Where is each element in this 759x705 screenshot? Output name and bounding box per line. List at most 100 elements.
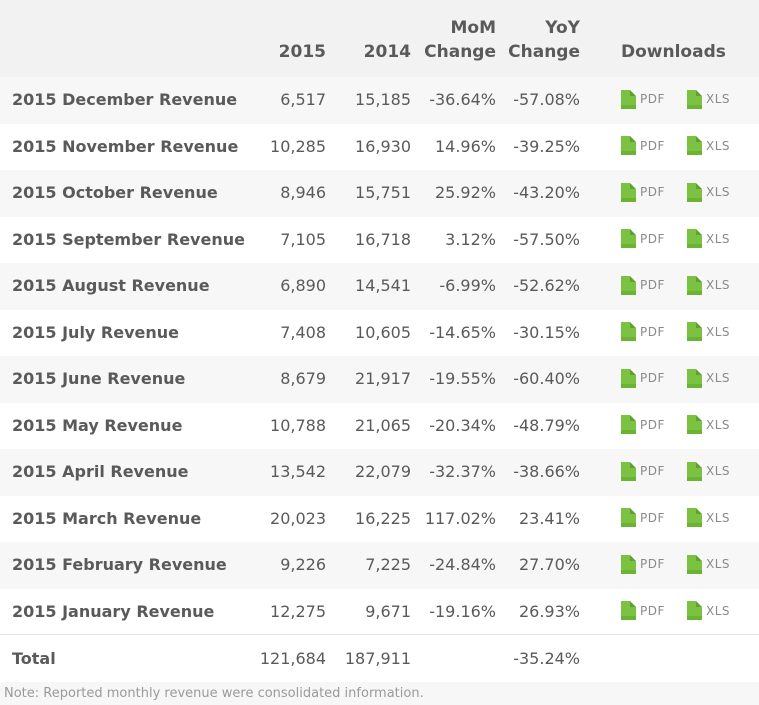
row-yoy: 23.41% [518, 508, 580, 528]
download-pdf-link[interactable]: PDF [621, 89, 665, 109]
row-name: 2015 January Revenue [12, 601, 215, 621]
row-2014: 10,605 [355, 322, 411, 342]
xls-label: XLS [706, 557, 731, 571]
xls-file-icon [687, 415, 702, 434]
xls-label: XLS [706, 278, 731, 292]
table-row: 2015 November Revenue 10,285 16,930 14.96% -… [0, 124, 759, 171]
row-2014: 14,541 [355, 276, 411, 295]
download-pdf-link[interactable]: PDF [621, 368, 665, 388]
download-xls-link[interactable]: XLS [687, 461, 730, 481]
row-2015: 20,023 [270, 508, 326, 528]
header-yoy-change: YoY Change [508, 16, 580, 64]
xls-label: XLS [706, 464, 731, 478]
total-row: Total 121,684 187,911 -35.24% [0, 634, 759, 683]
row-mom: -36.64% [429, 90, 496, 109]
download-pdf-link[interactable]: PDF [621, 601, 665, 621]
download-xls-link[interactable]: XLS [687, 89, 730, 109]
row-mom: -6.99% [439, 276, 496, 295]
row-yoy: 26.93% [518, 601, 580, 621]
download-xls-link[interactable]: XLS [687, 554, 730, 574]
download-pdf-link[interactable]: PDF [621, 136, 665, 156]
pdf-file-icon [621, 322, 636, 341]
table-row: 2015 October Revenue 8,946 15,751 25.92% -43… [0, 170, 759, 217]
row-name: 2015 September Revenue [12, 229, 245, 249]
table-row: 2015 May Revenue 10,788 21,065 -20.34% -48.7… [0, 403, 759, 450]
pdf-file-icon [621, 461, 636, 481]
pdf-file-icon [621, 275, 636, 295]
row-yoy: -39.25% [513, 136, 580, 156]
xls-label: XLS [706, 231, 731, 246]
row-mom: 25.92% [434, 183, 496, 202]
header-yoy-line2: Change [508, 42, 580, 62]
table-row: 2015 August Revenue 6,890 14,541 -6.99% -52.… [0, 263, 759, 310]
xls-label: XLS [706, 92, 731, 106]
row-2014: 16,930 [355, 136, 411, 156]
pdf-file-icon [621, 136, 636, 155]
pdf-label: PDF [640, 278, 665, 292]
row-2014: 16,225 [355, 508, 411, 528]
table-row: 2015 July Revenue 7,408 10,605 -14.65% -30.1… [0, 310, 759, 357]
pdf-label: PDF [640, 371, 665, 385]
row-2015: 8,679 [280, 369, 326, 388]
total-2014: 187,911 [344, 649, 411, 668]
row-name: 2015 April Revenue [12, 462, 189, 481]
xls-label: XLS [706, 603, 731, 618]
pdf-label: PDF [640, 231, 665, 246]
pdf-label: PDF [640, 138, 665, 153]
download-pdf-link[interactable]: PDF [621, 275, 665, 295]
row-name: 2015 March Revenue [12, 508, 202, 528]
download-xls-link[interactable]: XLS [687, 136, 730, 156]
download-xls-link[interactable]: XLS [687, 229, 730, 249]
pdf-file-icon [621, 229, 636, 248]
download-pdf-link[interactable]: PDF [621, 554, 665, 574]
row-yoy: -60.40% [513, 369, 580, 388]
row-2014: 15,751 [355, 183, 411, 202]
download-pdf-link[interactable]: PDF [621, 182, 665, 202]
row-mom: -20.34% [429, 415, 496, 435]
row-yoy: -38.66% [513, 462, 580, 481]
pdf-file-icon [621, 415, 636, 434]
pdf-label: PDF [640, 185, 665, 199]
pdf-file-icon [621, 554, 636, 574]
pdf-label: PDF [640, 603, 665, 618]
xls-file-icon [687, 89, 702, 109]
header-2014: 2014 [363, 42, 411, 62]
download-pdf-link[interactable]: PDF [621, 415, 665, 435]
row-2014: 15,185 [355, 90, 411, 109]
xls-file-icon [687, 554, 702, 574]
row-mom: 3.12% [445, 229, 496, 249]
table-row: 2015 September Revenue 7,105 16,718 3.12% -5… [0, 217, 759, 264]
row-yoy: -52.62% [513, 276, 580, 295]
row-yoy: 27.70% [518, 555, 580, 574]
download-xls-link[interactable]: XLS [687, 601, 730, 621]
row-yoy: -57.08% [513, 90, 580, 109]
download-xls-link[interactable]: XLS [687, 275, 730, 295]
download-pdf-link[interactable]: PDF [621, 229, 665, 249]
download-pdf-link[interactable]: PDF [621, 322, 665, 342]
pdf-file-icon [621, 182, 636, 202]
row-2014: 9,671 [365, 601, 411, 621]
row-2014: 7,225 [365, 555, 411, 574]
header-mom-line1: MoM [450, 18, 496, 38]
xls-file-icon [687, 508, 702, 527]
download-xls-link[interactable]: XLS [687, 508, 730, 528]
download-xls-link[interactable]: XLS [687, 368, 730, 388]
row-name: 2015 November Revenue [12, 136, 239, 156]
table-row: 2015 February Revenue 9,226 7,225 -24.84% 27… [0, 542, 759, 589]
xls-label: XLS [706, 510, 731, 525]
download-xls-link[interactable]: XLS [687, 415, 730, 435]
download-pdf-link[interactable]: PDF [621, 461, 665, 481]
download-xls-link[interactable]: XLS [687, 322, 730, 342]
download-pdf-link[interactable]: PDF [621, 508, 665, 528]
header-mom-change: MoM Change [424, 16, 496, 64]
table-row: 2015 April Revenue 13,542 22,079 -32.37% -38… [0, 449, 759, 496]
xls-label: XLS [706, 371, 731, 385]
pdf-label: PDF [640, 464, 665, 478]
table-row: 2015 March Revenue 20,023 16,225 117.02% 23.… [0, 496, 759, 543]
download-xls-link[interactable]: XLS [687, 182, 730, 202]
row-2014: 22,079 [355, 462, 411, 481]
row-2015: 12,275 [270, 601, 326, 621]
header-mom-line2: Change [424, 42, 496, 62]
xls-file-icon [687, 136, 702, 155]
pdf-label: PDF [640, 324, 665, 339]
